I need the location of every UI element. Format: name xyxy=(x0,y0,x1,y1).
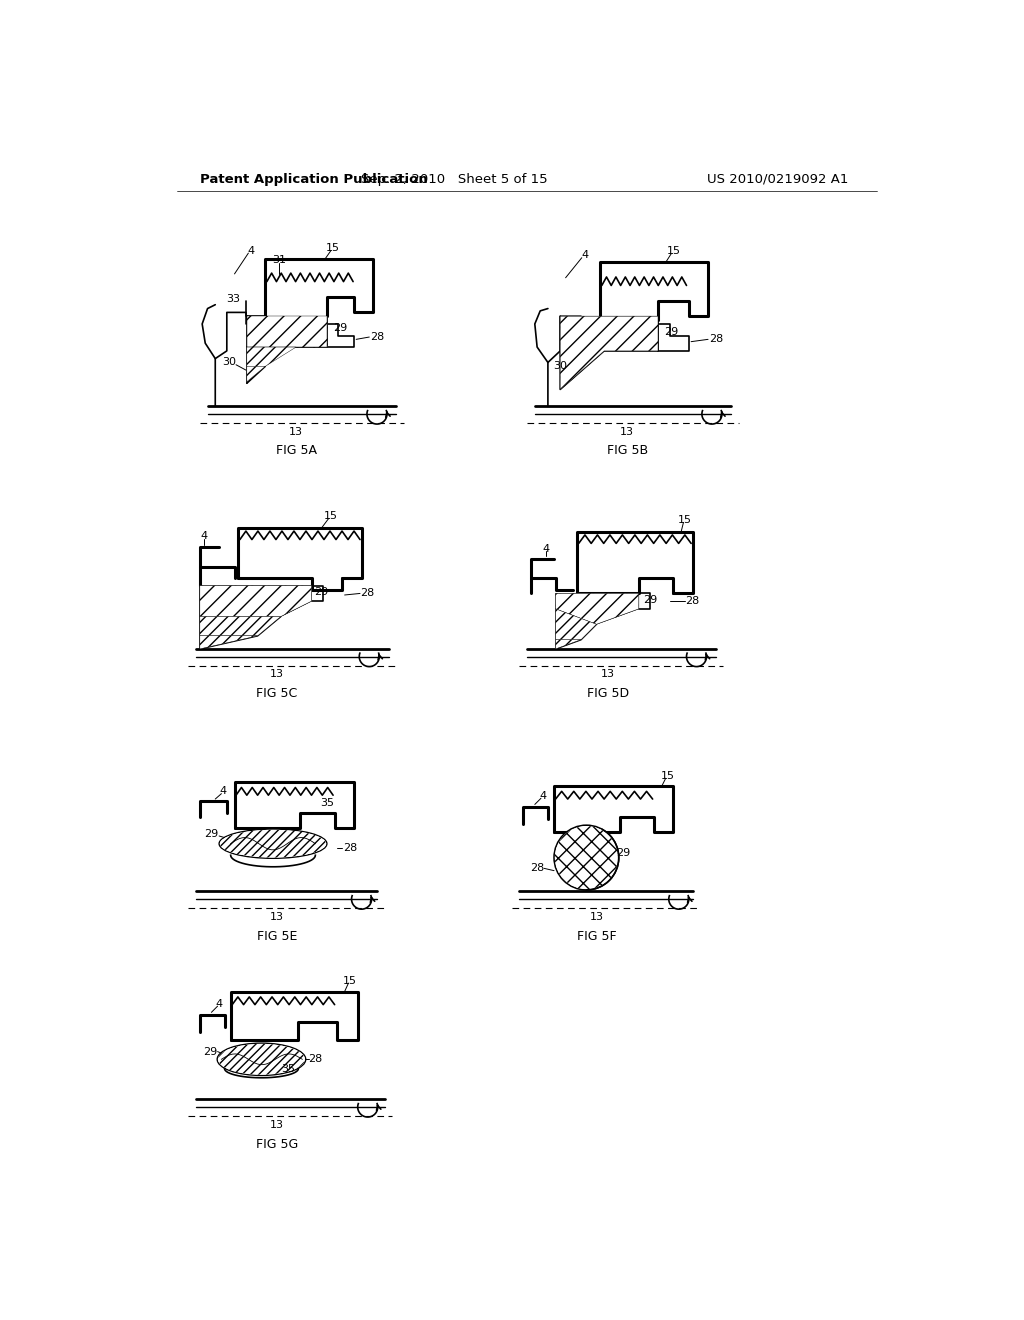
Text: 13: 13 xyxy=(289,426,303,437)
Text: FIG 5A: FIG 5A xyxy=(275,445,316,458)
Text: 28: 28 xyxy=(343,842,357,853)
Text: 13: 13 xyxy=(601,669,615,680)
Text: FIG 5F: FIG 5F xyxy=(577,929,616,942)
Ellipse shape xyxy=(220,830,326,858)
Text: 28: 28 xyxy=(308,1055,323,1064)
Text: 28: 28 xyxy=(530,863,544,874)
Text: Patent Application Publication: Patent Application Publication xyxy=(200,173,428,186)
Text: 29: 29 xyxy=(203,1047,217,1056)
Polygon shape xyxy=(200,586,311,616)
Circle shape xyxy=(555,826,617,890)
Text: US 2010/0219092 A1: US 2010/0219092 A1 xyxy=(707,173,848,186)
Ellipse shape xyxy=(218,1044,305,1074)
Text: 13: 13 xyxy=(270,1119,284,1130)
Polygon shape xyxy=(200,616,281,636)
Text: 4: 4 xyxy=(539,791,546,801)
Text: 4: 4 xyxy=(215,999,222,1008)
Text: 4: 4 xyxy=(248,246,255,256)
Text: 28: 28 xyxy=(360,589,375,598)
Text: 35: 35 xyxy=(319,797,334,808)
Text: 28: 28 xyxy=(709,334,723,345)
Text: 4: 4 xyxy=(219,787,226,796)
Bar xyxy=(247,317,327,347)
Text: 4: 4 xyxy=(200,531,207,541)
Text: FIG 5E: FIG 5E xyxy=(257,929,297,942)
Polygon shape xyxy=(247,367,265,381)
Polygon shape xyxy=(560,317,658,389)
Bar xyxy=(247,317,327,347)
Text: 33: 33 xyxy=(226,293,240,304)
Text: 4: 4 xyxy=(543,544,550,554)
Text: 29: 29 xyxy=(643,594,657,605)
Circle shape xyxy=(554,825,618,890)
Polygon shape xyxy=(556,640,581,649)
Text: 15: 15 xyxy=(343,975,357,986)
Text: 15: 15 xyxy=(662,771,675,781)
Polygon shape xyxy=(200,586,311,616)
Text: 15: 15 xyxy=(326,243,340,252)
Text: 15: 15 xyxy=(667,246,680,256)
Ellipse shape xyxy=(217,1043,306,1076)
Text: FIG 5G: FIG 5G xyxy=(256,1138,298,1151)
Polygon shape xyxy=(556,594,639,624)
Ellipse shape xyxy=(219,829,327,858)
Text: 29: 29 xyxy=(314,587,329,597)
Polygon shape xyxy=(556,594,639,624)
Text: 13: 13 xyxy=(621,426,634,437)
Text: 28: 28 xyxy=(685,597,699,606)
Text: 4: 4 xyxy=(582,249,589,260)
Text: FIG 5B: FIG 5B xyxy=(606,445,648,458)
Text: 29: 29 xyxy=(204,829,218,840)
Polygon shape xyxy=(247,347,296,367)
Text: 13: 13 xyxy=(270,912,284,921)
Polygon shape xyxy=(556,609,596,640)
Text: Sep. 2, 2010   Sheet 5 of 15: Sep. 2, 2010 Sheet 5 of 15 xyxy=(360,173,547,186)
Text: 28: 28 xyxy=(370,333,384,342)
Text: 30: 30 xyxy=(553,362,567,371)
Text: FIG 5D: FIG 5D xyxy=(587,686,629,700)
Text: 29: 29 xyxy=(333,323,347,333)
Text: 29: 29 xyxy=(616,847,631,858)
Text: 29: 29 xyxy=(664,326,678,337)
Text: 15: 15 xyxy=(324,511,338,521)
Polygon shape xyxy=(200,636,258,649)
Text: 13: 13 xyxy=(590,912,603,921)
Polygon shape xyxy=(560,317,658,389)
Text: 13: 13 xyxy=(270,669,284,680)
Text: 31: 31 xyxy=(272,255,286,265)
Text: 15: 15 xyxy=(678,515,692,525)
Text: FIG 5C: FIG 5C xyxy=(256,686,298,700)
Text: 30: 30 xyxy=(222,358,237,367)
Text: 35: 35 xyxy=(282,1064,295,1073)
